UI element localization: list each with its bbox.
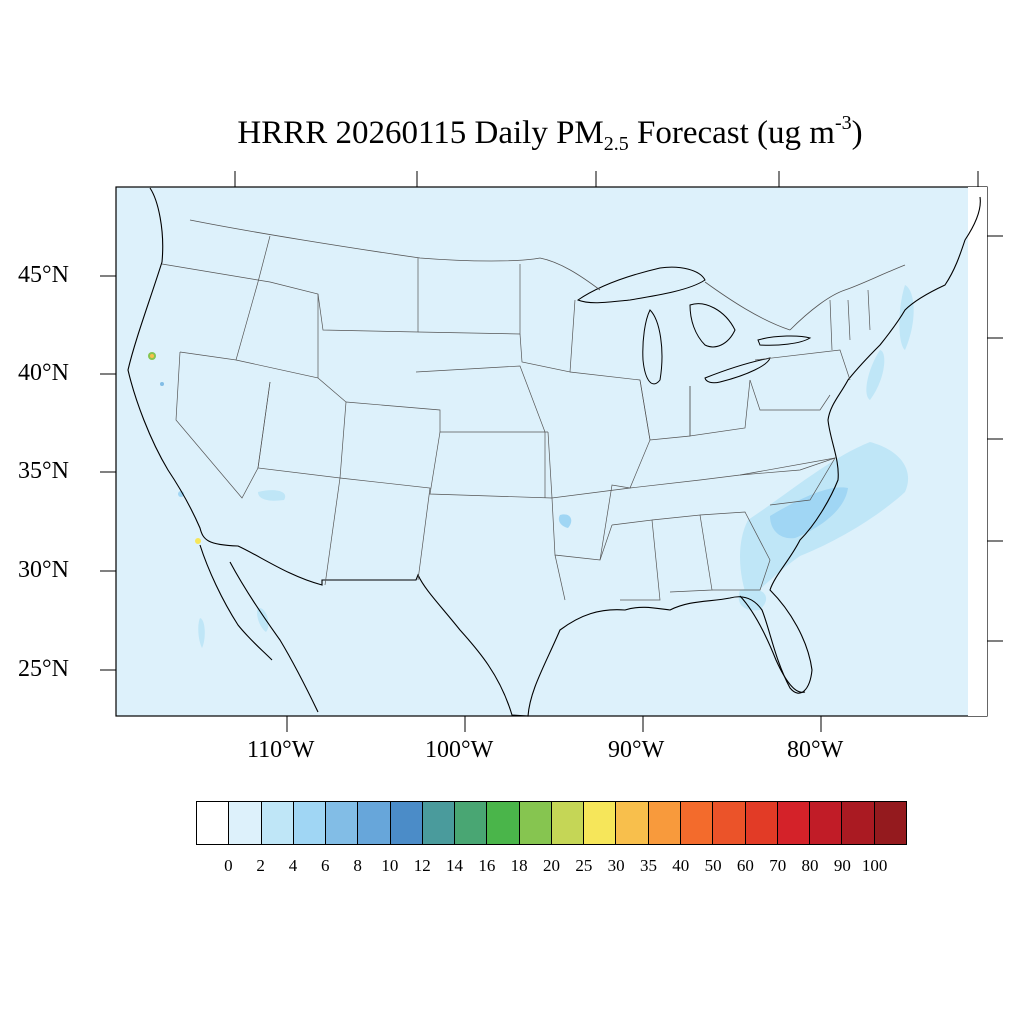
colorbar-swatch	[680, 802, 714, 844]
top-ticks	[234, 171, 979, 187]
colorbar-swatch	[519, 802, 552, 844]
arizona-spot	[258, 490, 286, 501]
lon-label-100w: 100°W	[425, 737, 494, 763]
lon-label-80w: 80°W	[787, 737, 844, 763]
colorbar-swatch	[551, 802, 585, 844]
norcal-spot	[160, 382, 164, 386]
northeast-plume	[899, 285, 914, 350]
bottom-ticks	[286, 716, 822, 732]
great-lakes	[576, 266, 812, 385]
lat-label-45: 45°N	[18, 262, 69, 288]
colorbar-label: 4	[288, 856, 298, 875]
us-outline	[127, 187, 981, 717]
lon-label-90w: 90°W	[608, 737, 665, 763]
california-hotspot-core	[150, 354, 154, 358]
colorbar-swatch	[326, 802, 359, 844]
lat-label-25: 25°N	[18, 656, 69, 682]
colorbar-swatch	[745, 802, 778, 844]
florida-coast	[739, 595, 806, 693]
pacific-plume	[198, 618, 205, 648]
colorbar-label: 90	[833, 856, 851, 875]
colorbar-label: 16	[478, 856, 496, 875]
colorbar-label: 8	[353, 856, 362, 875]
colorbar-swatch	[487, 802, 520, 844]
colorbar-swatch	[422, 802, 456, 844]
baja-plume	[257, 607, 269, 632]
colorbar-label: 40	[672, 856, 690, 875]
colorbar-swatch	[455, 802, 488, 844]
colorbar-label: 12	[413, 856, 431, 875]
colorbar-label: 6	[321, 856, 330, 875]
colorbar-swatch	[842, 802, 875, 844]
title-units-text: Forecast (ug m	[628, 115, 835, 151]
colorbar-swatch	[358, 802, 391, 844]
colorbar-swatch	[874, 802, 906, 844]
title-suffix: )	[851, 115, 863, 151]
canada-border	[189, 219, 906, 331]
colorbar-swatch	[713, 802, 746, 844]
colorbar-label: 70	[769, 856, 787, 875]
colorbar-label: 18	[510, 856, 528, 875]
colorbar-swatch	[810, 802, 843, 844]
domain-edge	[968, 187, 987, 716]
state-boundaries	[161, 235, 871, 601]
colorbar-swatch	[648, 802, 681, 844]
title-subscript: 2.5	[603, 133, 629, 155]
colorbar-label: 30	[607, 856, 625, 875]
colorbar-swatch	[777, 802, 811, 844]
colorbar-swatch	[293, 802, 327, 844]
lat-label-40: 40°N	[18, 360, 69, 386]
socal-hotspot	[195, 538, 201, 544]
colorbar-label: 20	[543, 856, 560, 875]
colorbar-swatch	[261, 802, 294, 844]
midatlantic-plume	[866, 350, 885, 400]
map-title: HRRR 20260115 Daily PM2.5 Forecast (ug m…	[0, 112, 1024, 156]
colorbar-label: 10	[381, 856, 399, 875]
left-ticks	[100, 275, 116, 671]
colorbar-label: 80	[801, 856, 819, 875]
colorbar-swatch	[616, 802, 649, 844]
title-text: HRRR 20260115 Daily PM	[237, 115, 604, 151]
colorbar-swatch	[584, 802, 617, 844]
georgia-plume	[738, 588, 767, 611]
lat-label-30: 30°N	[18, 557, 69, 583]
colorbar	[196, 801, 907, 845]
colorbar-swatch	[229, 802, 262, 844]
colorbar-label: 100	[861, 856, 888, 875]
map-frame	[115, 186, 988, 717]
colorbar-label: 60	[736, 856, 754, 875]
oklahoma-spot	[558, 514, 572, 528]
lon-label-110w: 110°W	[247, 737, 315, 763]
colorbar-label: 14	[446, 856, 464, 875]
colorbar-label: 50	[704, 856, 722, 875]
colorbar-label: 25	[575, 856, 593, 875]
right-ticks	[987, 235, 1003, 642]
lat-label-35: 35°N	[18, 458, 69, 484]
colorbar-label: 35	[639, 856, 657, 875]
title-superscript: -3	[834, 112, 852, 134]
colorbar-swatch	[390, 802, 423, 844]
mexico-coast	[199, 544, 319, 713]
colorbar-swatch	[197, 802, 230, 844]
colorbar-label: 2	[256, 856, 265, 875]
colorbar-label: 0	[224, 856, 233, 875]
